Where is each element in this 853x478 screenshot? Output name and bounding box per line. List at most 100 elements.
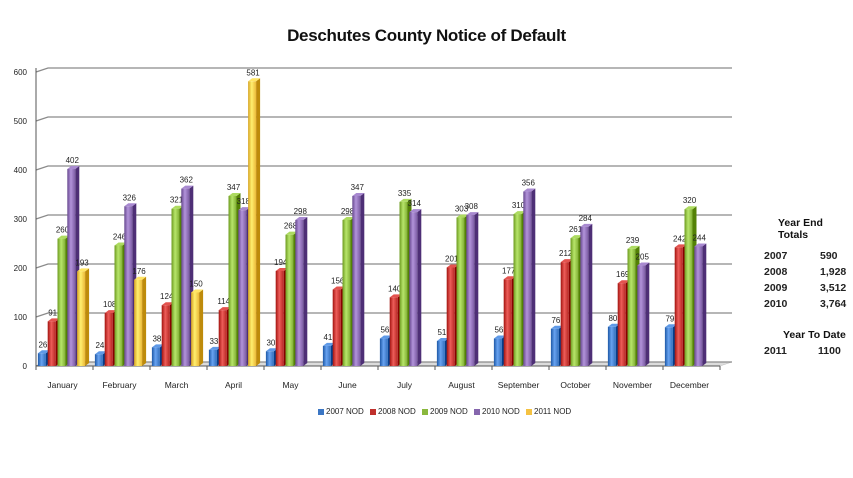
bar-top bbox=[114, 242, 127, 246]
bar bbox=[446, 267, 455, 366]
bar-top bbox=[77, 268, 90, 272]
bar bbox=[694, 246, 703, 366]
bar bbox=[322, 345, 331, 366]
data-label: 108 bbox=[103, 300, 117, 309]
year-end-value: 1,928 bbox=[820, 266, 847, 278]
bar bbox=[151, 347, 160, 366]
bar-top bbox=[322, 342, 335, 346]
bar bbox=[409, 212, 418, 366]
bar-top bbox=[191, 289, 204, 293]
data-label: 177 bbox=[502, 266, 516, 275]
bar bbox=[684, 209, 693, 366]
bar bbox=[171, 208, 180, 366]
bar-top bbox=[151, 344, 164, 348]
bar-top bbox=[379, 335, 392, 339]
data-label: 56 bbox=[380, 326, 389, 335]
bar-side bbox=[256, 78, 261, 366]
bar bbox=[466, 215, 475, 366]
year-to-date-value: 1100 bbox=[818, 345, 841, 357]
data-label: 33 bbox=[209, 337, 218, 346]
bar-side bbox=[474, 212, 479, 366]
bar bbox=[550, 328, 559, 366]
bar bbox=[607, 326, 616, 366]
bar bbox=[238, 210, 247, 366]
year-end-year: 2008 bbox=[764, 266, 788, 278]
bar-top bbox=[94, 351, 107, 355]
y-tick-label: 600 bbox=[14, 68, 28, 77]
data-label: 239 bbox=[626, 236, 640, 245]
year-end-value: 3,764 bbox=[820, 298, 847, 310]
x-tick-label: December bbox=[670, 380, 709, 390]
data-label: 303 bbox=[455, 205, 469, 214]
legend-label: 2011 NOD bbox=[534, 407, 572, 416]
data-label: 176 bbox=[132, 267, 146, 276]
gridline bbox=[35, 214, 732, 220]
legend-label: 2007 NOD bbox=[326, 407, 364, 416]
x-tick-label: February bbox=[102, 380, 137, 390]
bar-top bbox=[399, 198, 412, 202]
year-end-year: 2007 bbox=[764, 250, 788, 262]
bar-side bbox=[142, 276, 147, 366]
data-label: 76 bbox=[551, 316, 560, 325]
legend-item: 2010 NOD bbox=[474, 407, 520, 416]
bar-top bbox=[265, 348, 278, 352]
bar bbox=[580, 226, 589, 366]
data-label: 30 bbox=[266, 338, 275, 347]
data-label: 356 bbox=[522, 179, 536, 188]
data-label: 268 bbox=[284, 222, 298, 231]
legend-label: 2009 NOD bbox=[430, 407, 468, 416]
bar-top bbox=[456, 214, 469, 218]
data-label: 194 bbox=[274, 258, 288, 267]
bar-top bbox=[161, 302, 174, 306]
legend-swatch bbox=[526, 408, 532, 415]
legend-label: 2008 NOD bbox=[378, 407, 416, 416]
bar bbox=[560, 262, 569, 366]
bar bbox=[513, 214, 522, 366]
bar-top bbox=[238, 207, 251, 211]
bar-top bbox=[124, 203, 137, 207]
bar-side bbox=[588, 223, 593, 366]
bar bbox=[627, 248, 636, 366]
data-label: 314 bbox=[408, 199, 422, 208]
y-tick-label: 0 bbox=[23, 362, 28, 371]
bar bbox=[379, 338, 388, 366]
data-label: 56 bbox=[494, 326, 503, 335]
data-label: 284 bbox=[579, 214, 593, 223]
legend-item: 2007 NOD bbox=[318, 407, 364, 416]
data-label: 326 bbox=[123, 193, 137, 202]
x-tick-label: November bbox=[613, 380, 652, 390]
bar-top bbox=[275, 267, 288, 271]
bar-top bbox=[627, 245, 640, 249]
year-end-value: 590 bbox=[820, 250, 838, 262]
data-label: 308 bbox=[465, 202, 479, 211]
bar-side bbox=[417, 209, 422, 366]
data-label: 347 bbox=[351, 183, 365, 192]
year-end-heading: Year End Totals bbox=[778, 217, 823, 241]
bar bbox=[295, 219, 304, 366]
bar-top bbox=[466, 212, 479, 216]
bar-top bbox=[342, 216, 355, 220]
data-label: 261 bbox=[569, 225, 583, 234]
data-label: 298 bbox=[341, 207, 355, 216]
bar bbox=[342, 219, 351, 366]
bar bbox=[523, 191, 532, 366]
bar-top bbox=[436, 338, 449, 342]
bar-side bbox=[645, 262, 650, 366]
data-label: 124 bbox=[160, 292, 174, 301]
bar-side bbox=[702, 243, 707, 366]
bar bbox=[285, 234, 294, 366]
data-label: 38 bbox=[152, 334, 161, 343]
bar bbox=[208, 349, 217, 366]
data-label: 114 bbox=[217, 297, 230, 306]
bar-top bbox=[37, 350, 50, 354]
data-label: 318 bbox=[237, 197, 251, 206]
data-label: 246 bbox=[113, 232, 127, 241]
chart-title: Deschutes County Notice of Default bbox=[287, 26, 566, 45]
data-label: 26 bbox=[38, 340, 47, 349]
bar bbox=[664, 327, 673, 366]
data-label: 51 bbox=[437, 328, 446, 337]
bar bbox=[114, 245, 123, 366]
x-tick-label: May bbox=[282, 380, 299, 390]
gridline bbox=[35, 165, 732, 171]
data-label: 140 bbox=[388, 284, 402, 293]
